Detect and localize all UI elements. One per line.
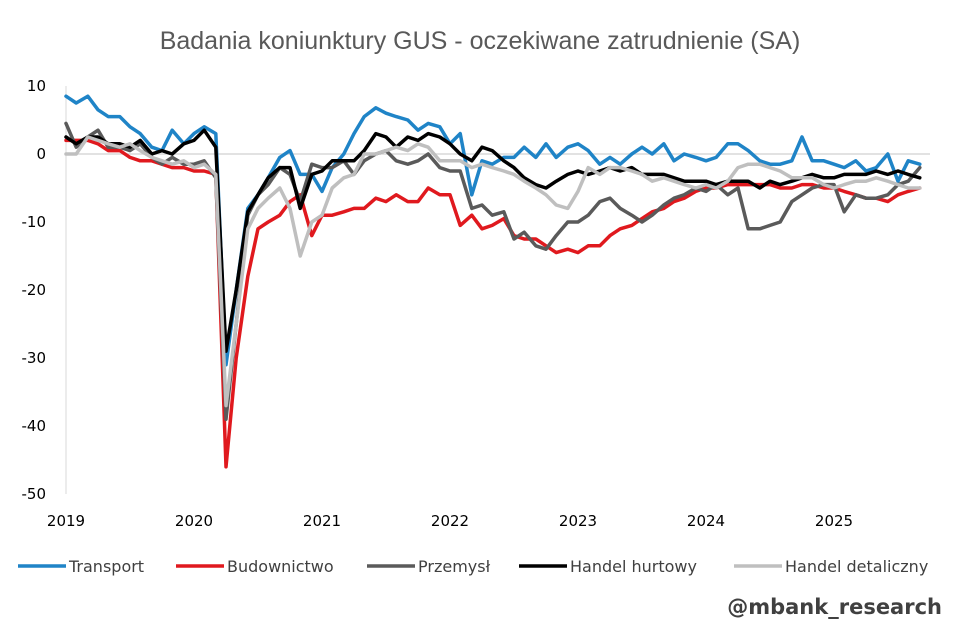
legend-label-handel-hurtowy: Handel hurtowy xyxy=(570,557,697,576)
y-tick-label: -50 xyxy=(22,485,47,503)
series-line-handel-detaliczny xyxy=(64,135,922,408)
x-tick-label: 2020 xyxy=(175,512,213,530)
x-axis-tick-labels: 2019 2020 2021 2022 2023 2024 2025 xyxy=(47,512,853,530)
y-tick-label: -10 xyxy=(22,213,47,231)
y-axis-tick-labels: 10 0 -10 -20 -30 -40 -50 xyxy=(22,77,47,503)
series-line-budownictwo xyxy=(64,138,922,469)
chart-title: Badania koniunktury GUS - oczekiwane zat… xyxy=(160,27,801,55)
legend-label-przemysł: Przemysł xyxy=(418,557,491,576)
x-tick-label: 2024 xyxy=(687,512,725,530)
watermark-handle: @mbank_research xyxy=(727,595,942,619)
x-tick-label: 2022 xyxy=(431,512,469,530)
y-tick-label: 0 xyxy=(36,145,46,163)
x-tick-label: 2021 xyxy=(303,512,341,530)
x-tick-label: 2023 xyxy=(559,512,597,530)
series-lines xyxy=(64,94,922,469)
y-tick-label: 10 xyxy=(27,77,46,95)
gridlines xyxy=(65,86,930,494)
legend-label-budownictwo: Budownictwo xyxy=(227,557,334,576)
y-tick-label: -20 xyxy=(22,281,47,299)
series-line-handel-hurtowy xyxy=(64,128,922,353)
legend-label-handel-detaliczny: Handel detaliczny xyxy=(785,557,928,576)
series-line-transport xyxy=(64,94,922,367)
x-tick-label: 2019 xyxy=(47,512,85,530)
y-tick-label: -40 xyxy=(22,417,47,435)
legend-label-transport: Transport xyxy=(68,557,144,576)
y-tick-label: -30 xyxy=(22,349,47,367)
legend: Transport Budownictwo Przemysł Handel hurto… xyxy=(18,557,928,576)
x-tick-label: 2025 xyxy=(815,512,853,530)
